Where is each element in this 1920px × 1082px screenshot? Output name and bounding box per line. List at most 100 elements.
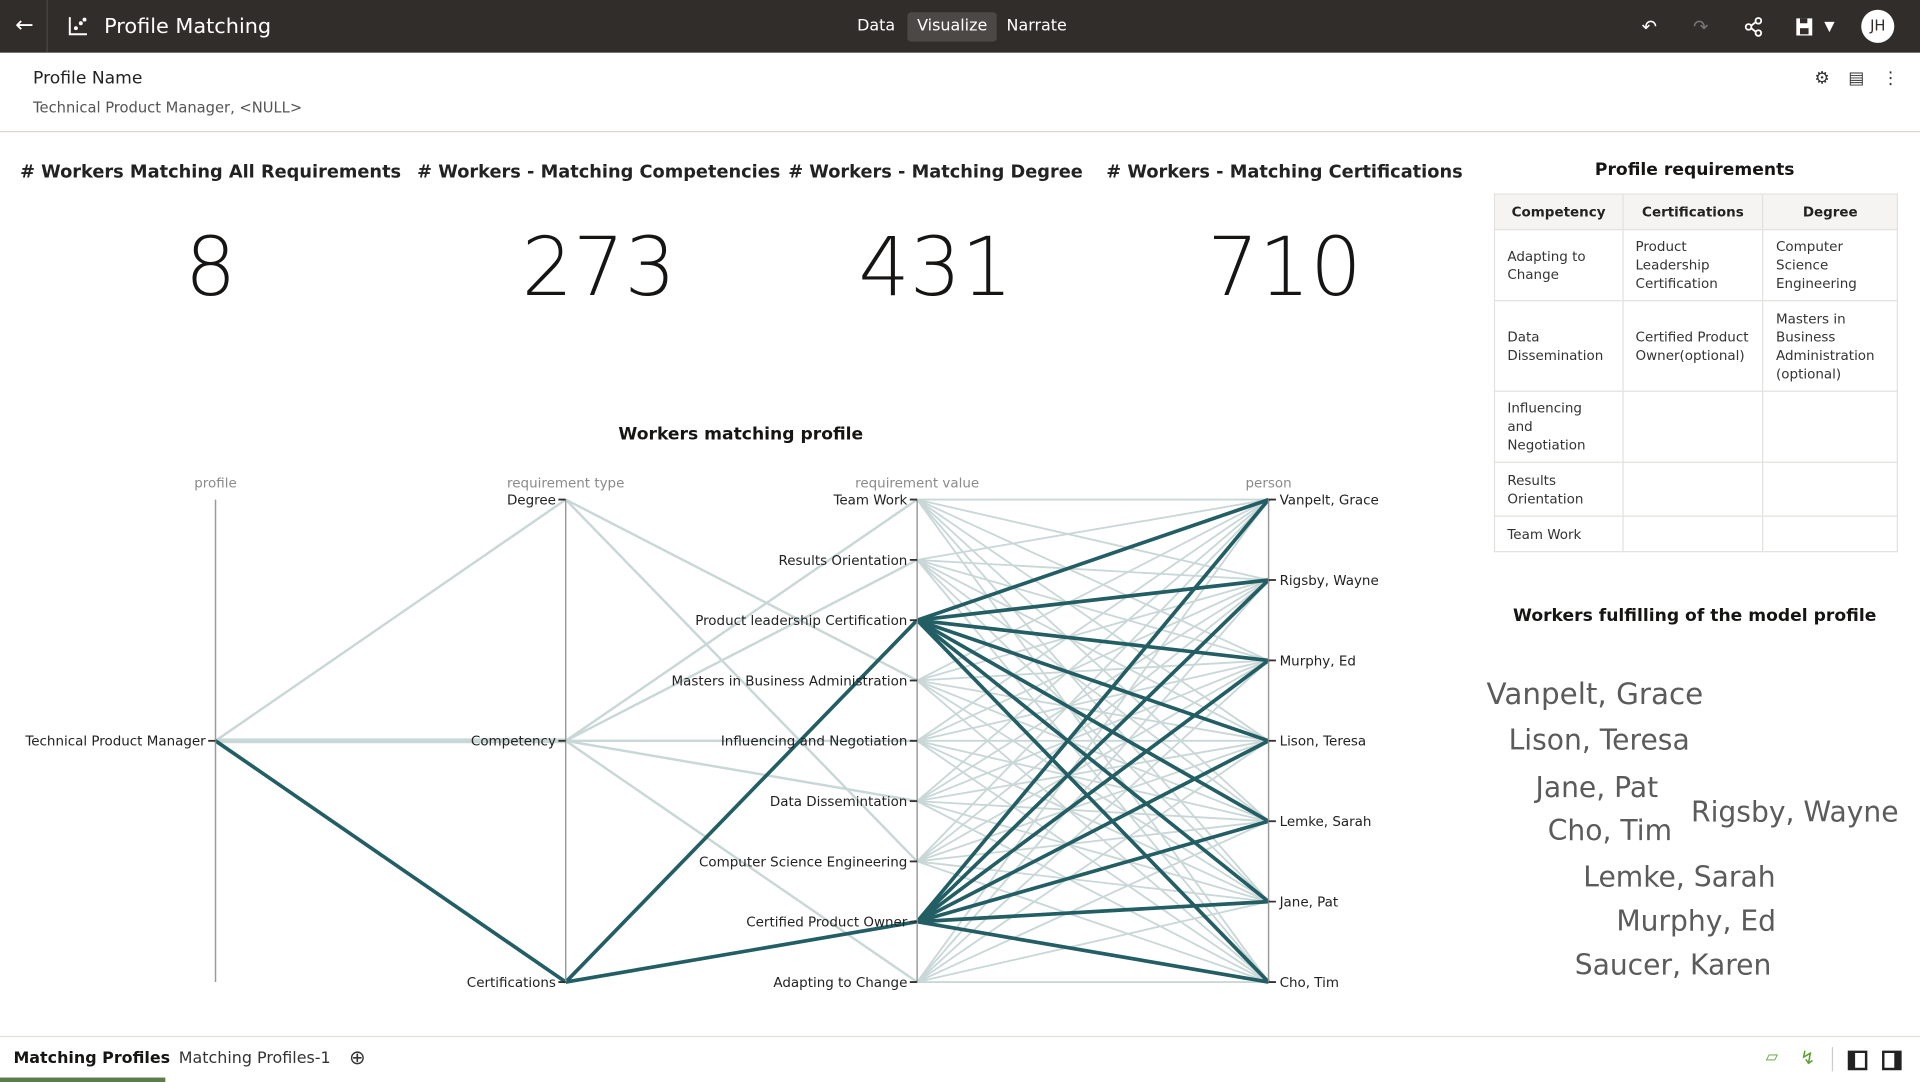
highlight-link [915, 498, 1270, 923]
tick-label: Murphy, Ed [1280, 654, 1356, 669]
lightning-icon[interactable]: ↯ [1800, 1046, 1816, 1069]
table-row: Team Work [1493, 515, 1898, 553]
avatar[interactable]: JH [1861, 9, 1895, 43]
word-item[interactable]: Murphy, Ed [1616, 906, 1777, 938]
top-bar: ← Profile Matching Data Visualize Narrat… [0, 0, 1920, 53]
word-item[interactable]: Lemke, Sarah [1583, 862, 1776, 894]
link [565, 558, 918, 742]
filter-settings-icon[interactable]: ⚙ [1814, 68, 1830, 89]
axis-label: profile [194, 476, 237, 491]
filter-bar: Profile Name Technical Product Manager, … [0, 53, 1920, 133]
word-item[interactable]: Vanpelt, Grace [1486, 677, 1704, 712]
word-item[interactable]: Rigsby, Wayne [1691, 797, 1899, 829]
table-cell: Computer Science Engineering [1762, 228, 1898, 302]
chart-title: Workers matching profile [618, 424, 864, 445]
canvas-tab-matching-profiles[interactable]: Matching Profiles [13, 1049, 171, 1068]
tab-visualize[interactable]: Visualize [907, 12, 998, 42]
share-icon[interactable] [1741, 15, 1765, 39]
highlight-link [916, 618, 1270, 743]
table-cell: Product Leadership Certification [1622, 228, 1764, 302]
link [916, 740, 1270, 983]
tab-data[interactable]: Data [857, 17, 896, 36]
highlight-link [916, 618, 1270, 823]
word-item[interactable]: Saucer, Karen [1574, 950, 1772, 983]
tick-label: Vanpelt, Grace [1280, 493, 1379, 508]
wordcloud-title: Workers fulfilling of the model profile [1513, 606, 1877, 626]
link [916, 498, 1270, 742]
more-options-icon[interactable]: ⋮ [1882, 68, 1900, 89]
tick-label: Lison, Teresa [1280, 735, 1367, 750]
tick-label: Competency [471, 735, 556, 750]
table-row: Influencing and Negotiation [1493, 390, 1898, 463]
tick-label: Certified Product Owner [746, 916, 908, 931]
tick-label: Rigsby, Wayne [1280, 574, 1379, 589]
divider [46, 0, 48, 53]
canvas-tab-matching-profiles-1[interactable]: Matching Profiles-1 [178, 1049, 331, 1068]
kpi-title-competencies: # Workers - Matching Competencies [417, 162, 781, 183]
column-header: Certifications [1622, 193, 1764, 231]
parallel-sets-chart: profile Technical Product Manager requirem… [24, 476, 1379, 991]
filter-value[interactable]: Technical Product Manager, <NULL> [33, 99, 303, 117]
table-cell [1762, 390, 1898, 463]
link [917, 659, 1269, 682]
word-item[interactable]: Lison, Teresa [1508, 724, 1690, 757]
table-cell [1622, 515, 1764, 553]
link [916, 499, 1270, 983]
word-item[interactable]: Cho, Tim [1547, 815, 1673, 848]
kpi-value-competencies: 273 [521, 220, 676, 315]
presentation-icon[interactable]: ▱ [1765, 1048, 1778, 1067]
table-cell: Adapting to Change [1493, 228, 1624, 302]
table-cell [1762, 515, 1898, 553]
highlight-link [214, 739, 567, 984]
tick-label: Data Dissemintation [770, 795, 907, 810]
link [565, 498, 918, 682]
link [214, 498, 567, 742]
redo-icon[interactable]: ↷ [1693, 15, 1709, 38]
requirements-title: Profile requirements [1594, 160, 1795, 181]
right-panel-icon[interactable] [1882, 1050, 1902, 1071]
link [917, 800, 1269, 823]
left-panel-icon[interactable] [1847, 1050, 1868, 1071]
undo-icon[interactable]: ↶ [1641, 15, 1658, 38]
highlight-link [916, 739, 1270, 924]
highlight-link [565, 919, 918, 984]
link [916, 659, 1269, 742]
link [916, 860, 1269, 983]
link [565, 498, 918, 742]
kpi-value-certifications: 710 [1207, 220, 1362, 315]
back-arrow-icon[interactable]: ← [15, 12, 34, 38]
save-icon[interactable] [1793, 15, 1817, 39]
add-circle-icon[interactable]: ⊕ [348, 1045, 366, 1069]
link [916, 800, 1269, 903]
axis-label: requirement value [855, 476, 979, 491]
highlight-link [916, 578, 1269, 623]
link [565, 739, 918, 984]
table-cell [1762, 461, 1898, 517]
kpi-value-degree: 431 [858, 220, 1013, 315]
link [916, 579, 1270, 983]
app-title: Profile Matching [104, 14, 272, 40]
link [917, 558, 1269, 581]
tick-label: Cho, Tim [1280, 976, 1339, 991]
highlight-link [915, 618, 1270, 984]
tick-label: Technical Product Manager [24, 735, 206, 750]
app-chart-icon [68, 17, 87, 36]
highlight-link [915, 578, 1270, 924]
chevron-down-icon[interactable]: ▼ [1824, 18, 1835, 35]
table-cell: Certified Product Owner(optional) [1622, 300, 1764, 392]
kpi-title-all: # Workers Matching All Requirements [20, 162, 402, 183]
table-cell [1622, 461, 1764, 517]
list-icon[interactable]: ▤ [1848, 68, 1865, 89]
word-item[interactable]: Jane, Pat [1535, 772, 1659, 805]
table-row: Data Dissemination Certified Product Owne… [1493, 300, 1898, 392]
table-cell: Data Dissemination [1493, 300, 1624, 392]
link [916, 579, 1269, 742]
link [916, 800, 1269, 983]
tick-label: Results Orientation [779, 554, 908, 569]
column-header: Degree [1762, 193, 1898, 231]
table-cell: Masters in Business Administration (opti… [1762, 300, 1898, 392]
link [565, 739, 918, 803]
tab-narrate[interactable]: Narrate [1006, 17, 1067, 36]
tick-label: Jane, Pat [1279, 896, 1339, 911]
tick-label: Degree [507, 493, 556, 508]
